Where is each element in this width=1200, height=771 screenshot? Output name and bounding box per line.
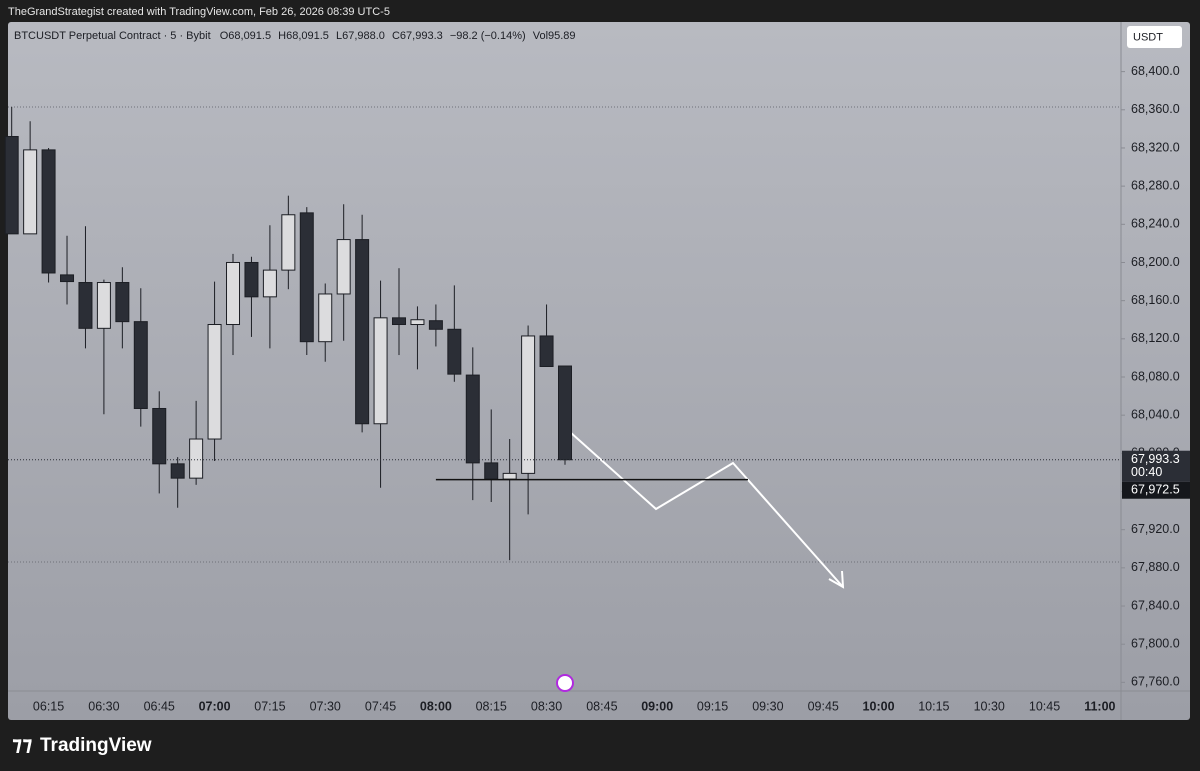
candle-body xyxy=(447,328,462,375)
candle-body xyxy=(281,214,296,271)
x-tick-label: 06:45 xyxy=(144,699,175,713)
candle-body xyxy=(558,365,572,461)
x-tick-label: 07:45 xyxy=(365,699,396,713)
candle-body xyxy=(152,407,167,465)
legend: BTCUSDT Perpetual Contract · 5 · Bybit O… xyxy=(14,30,576,42)
candle-body xyxy=(207,324,222,440)
plot: 67,760.0 67,800.0 67,840.0 67,880.0 67,920.0… xyxy=(4,64,1190,713)
x-tick-label: 10:15 xyxy=(918,699,949,713)
countdown-label: 00:40 xyxy=(1131,465,1162,479)
x-tick-label: 07:00 xyxy=(199,699,231,713)
candle-body xyxy=(23,149,38,235)
currency[interactable]: USDT xyxy=(1133,31,1163,43)
x-tick-label: 06:15 xyxy=(33,699,64,713)
ohlc: O68,091.5 xyxy=(220,30,271,42)
candle-body xyxy=(428,320,443,330)
projection-path xyxy=(569,431,844,588)
x-tick-label: 10:30 xyxy=(974,699,1005,713)
candle-body xyxy=(521,335,536,474)
currency-box[interactable] xyxy=(1127,26,1182,48)
y-tick-label: 68,400.0 xyxy=(1131,64,1180,78)
level-price-box xyxy=(1122,481,1190,499)
candle-body xyxy=(336,239,351,295)
x-tick-label: 10:00 xyxy=(863,699,895,713)
candle-body xyxy=(392,317,407,326)
y-tick-label: 68,200.0 xyxy=(1131,255,1180,269)
candle-body xyxy=(133,321,148,409)
candle-body xyxy=(189,438,204,479)
y-tick-label: 68,280.0 xyxy=(1131,178,1180,192)
candle-body xyxy=(502,472,517,480)
x-tick-label: 09:30 xyxy=(752,699,783,713)
y-tick-label: 67,920.0 xyxy=(1131,522,1180,536)
y-tick-label: 68,120.0 xyxy=(1131,331,1180,345)
candle-body xyxy=(465,374,480,464)
brand-logo: ⁊⁊ xyxy=(12,733,33,755)
y-tick-label: 68,080.0 xyxy=(1131,369,1180,383)
candle-body xyxy=(484,462,499,480)
y-tick-label: 68,160.0 xyxy=(1131,293,1180,307)
y-tick-label: 68,360.0 xyxy=(1131,102,1180,116)
projection-arrowhead xyxy=(828,570,845,589)
chart-area xyxy=(8,22,1190,720)
last-price-label: 67,993.3 xyxy=(1131,452,1180,466)
x-tick-label: 08:45 xyxy=(586,699,617,713)
x-tick-label: 08:30 xyxy=(531,699,562,713)
y-tick-label: 67,880.0 xyxy=(1131,560,1180,574)
candle-body xyxy=(539,335,554,367)
x-tick-label: 08:00 xyxy=(420,699,452,713)
candle-body xyxy=(373,317,388,425)
candle-body xyxy=(78,282,93,329)
event-icon[interactable] xyxy=(556,674,574,692)
y-tick-label: 67,840.0 xyxy=(1131,598,1180,612)
x-tick-label: 07:15 xyxy=(254,699,285,713)
x-tick-label: 06:30 xyxy=(88,699,119,713)
y-tick-label: 68,320.0 xyxy=(1131,140,1180,154)
x-tick-label: 09:15 xyxy=(697,699,728,713)
candle-body xyxy=(244,261,259,298)
candle-body xyxy=(410,319,425,326)
x-tick-label: 10:45 xyxy=(1029,699,1060,713)
y-tick-label: 68,040.0 xyxy=(1131,407,1180,421)
ohlc: −98.2 (−0.14%) xyxy=(450,30,526,42)
candle-body xyxy=(355,239,370,425)
header: TheGrandStrategist created with TradingV… xyxy=(8,6,390,18)
candle-body xyxy=(96,282,111,329)
ohlc: Vol95.89 xyxy=(533,30,576,42)
symbol: BTCUSDT Perpetual Contract · 5 · Bybit xyxy=(14,30,211,42)
ohlc: C67,993.3 xyxy=(392,30,443,42)
last-price-box xyxy=(1122,450,1190,482)
candle-body xyxy=(262,269,277,298)
y-tick-label: 68,240.0 xyxy=(1131,217,1180,231)
candle-body xyxy=(299,212,314,343)
y-tick-label: 67,760.0 xyxy=(1131,675,1180,689)
candle-body xyxy=(4,136,19,235)
ohlc: L67,988.0 xyxy=(336,30,385,42)
x-tick-label: 11:00 xyxy=(1084,699,1115,713)
ohlc: H68,091.5 xyxy=(278,30,329,42)
candle-body xyxy=(226,261,241,326)
x-tick-label: 07:30 xyxy=(310,699,341,713)
x-tick-label: 08:15 xyxy=(476,699,507,713)
x-tick-label: 09:00 xyxy=(641,699,673,713)
candle-body xyxy=(170,463,185,479)
candle-body xyxy=(318,293,333,343)
candle-body xyxy=(41,149,56,274)
x-tick-label: 09:45 xyxy=(808,699,839,713)
brand: TradingView xyxy=(40,735,152,756)
level-price-label: 67,972.5 xyxy=(1131,483,1180,497)
candle-body xyxy=(60,274,75,283)
y-tick-label: 67,800.0 xyxy=(1131,636,1180,650)
candle-body xyxy=(115,282,130,323)
